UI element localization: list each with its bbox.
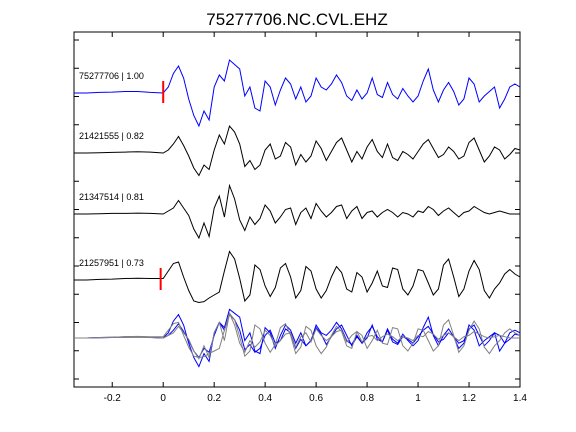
trace-label-75277706: 75277706 | 1.00 [79, 71, 144, 81]
trace-line-21257951 [74, 250, 521, 304]
x-tick-label: 0.2 [207, 393, 221, 404]
plot-area: -0.2 0 0.2 0.4 0.6 0.8 1 1.2 1.4 75277706 | 1.00… [73, 31, 528, 404]
pick-markers [159, 81, 165, 290]
stack-line-75277706 [74, 308, 521, 368]
tick-marks [74, 32, 521, 387]
stack-line-21257951 [74, 312, 521, 359]
x-tick-labels: -0.2 0 0.2 0.4 0.6 0.8 1 1.2 1.4 [104, 393, 528, 404]
trace-labels: 75277706 | 1.00 21421555 | 0.82 21347514 |… [79, 71, 144, 268]
trace-label-21257951: 21257951 | 0.73 [79, 258, 144, 268]
trace-line-21347514 [74, 183, 520, 240]
chart-title: 75277706.NC.CVL.EHZ [206, 10, 387, 29]
trace-line-21421555 [74, 124, 521, 177]
trace-line-75277706 [74, 59, 521, 128]
trace-label-21421555: 21421555 | 0.82 [79, 131, 144, 141]
x-tick-label: -0.2 [104, 393, 122, 404]
x-tick-label: 1.2 [462, 393, 476, 404]
x-tick-label: 0.4 [258, 393, 272, 404]
trace-label-21347514: 21347514 | 0.81 [79, 192, 144, 202]
x-tick-label: 0.8 [360, 393, 374, 404]
x-tick-label: 1 [415, 393, 421, 404]
waveform-traces [74, 59, 521, 304]
x-tick-label: 0.6 [309, 393, 323, 404]
stacked-traces [74, 308, 521, 368]
x-tick-label: 0 [160, 393, 166, 404]
x-tick-label: 1.4 [513, 393, 527, 404]
